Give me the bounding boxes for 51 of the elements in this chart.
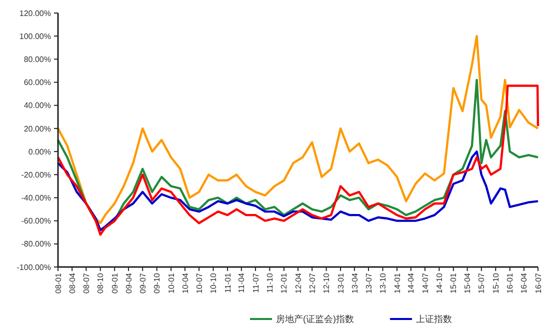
y-tick-label: 40.00% xyxy=(24,101,51,110)
y-tick-label: -60.00% xyxy=(21,216,51,226)
x-tick-label: 14-10 xyxy=(434,272,444,294)
x-tick-label: 14-07 xyxy=(420,272,430,294)
y-tick-label: 80.00% xyxy=(24,54,51,64)
x-tick-label: 16-01 xyxy=(506,272,515,294)
x-tick-label: 13-04 xyxy=(350,272,360,294)
x-tick-label: 15-04 xyxy=(463,272,472,294)
y-tick-label: 120.00% xyxy=(19,8,51,18)
y-tick-label: 100.00% xyxy=(19,32,51,41)
x-tick-label: 13-01 xyxy=(336,272,346,294)
x-tick-label: 12-07 xyxy=(308,272,317,294)
y-tick-label: -20.00% xyxy=(21,170,51,180)
legend-label: 房地产(证监会)指数 xyxy=(276,314,354,324)
y-tick-label: -80.00% xyxy=(21,240,51,249)
x-tick-label: 11-04 xyxy=(237,272,246,293)
x-tick-label: 12-04 xyxy=(294,272,303,294)
x-tick-label: 11-07 xyxy=(251,272,260,293)
x-tick-label: 10-07 xyxy=(194,272,204,294)
x-tick-label: 11-10 xyxy=(266,272,274,293)
x-tick-label: 09-01 xyxy=(110,272,120,294)
x-tick-label: 10-04 xyxy=(180,272,190,294)
x-tick-label: 10-01 xyxy=(166,272,176,294)
x-tick-label: 12-10 xyxy=(322,272,332,294)
x-tick-label: 14-04 xyxy=(406,272,416,294)
x-tick-label: 08-01 xyxy=(54,272,63,294)
y-tick-label: 60.00% xyxy=(24,78,51,88)
line-series xyxy=(56,150,540,232)
x-tick-label: 11-01 xyxy=(223,272,232,293)
y-tick-label: -100.00% xyxy=(16,262,51,272)
x-tick-label: 08-10 xyxy=(96,272,106,294)
y-tick-label: 0.00% xyxy=(28,147,51,156)
y-tick-label: -40.00% xyxy=(21,194,51,203)
x-tick-label: 13-07 xyxy=(364,272,374,294)
x-tick-label: 09-07 xyxy=(138,272,148,294)
x-tick-label: 16-04 xyxy=(520,272,529,294)
legend-label: 上证指数 xyxy=(416,314,452,324)
y-tick-label: 20.00% xyxy=(24,124,51,134)
x-tick-label: 16-07 xyxy=(534,272,543,294)
x-tick-label: 15-10 xyxy=(491,272,500,294)
x-tick-label: 10-10 xyxy=(209,272,218,294)
x-tick-label: 09-10 xyxy=(152,272,162,294)
x-tick-label: 15-01 xyxy=(449,272,458,294)
x-tick-label: 08-07 xyxy=(82,272,91,294)
x-tick-label: 12-01 xyxy=(280,272,289,294)
x-tick-label: 15-07 xyxy=(477,272,486,294)
x-tick-label: 14-01 xyxy=(392,272,402,294)
x-tick-label: 08-04 xyxy=(68,272,77,294)
line-series xyxy=(56,34,540,224)
x-tick-label: 13-10 xyxy=(378,272,388,294)
x-tick-label: 09-04 xyxy=(124,272,134,294)
